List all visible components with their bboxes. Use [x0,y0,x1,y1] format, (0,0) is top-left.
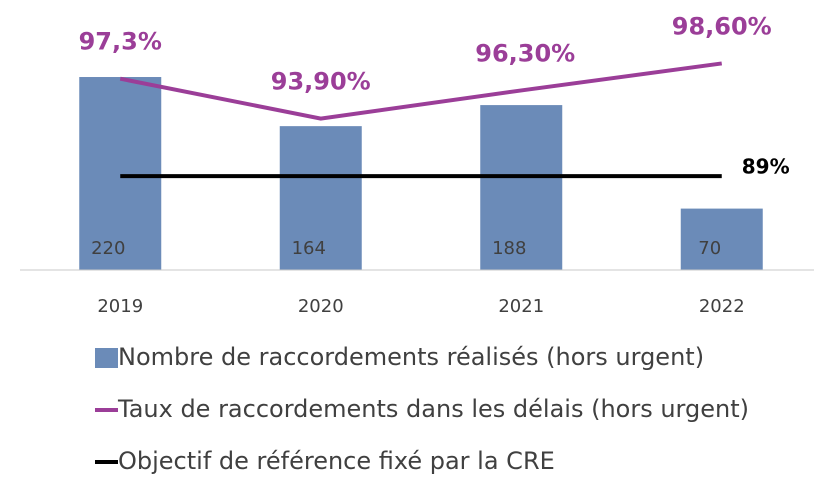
bar-value-label: 70 [698,238,721,259]
line-value-label: 96,30% [475,39,575,67]
legend-label: Objectif de référence fixé par la CRE [118,447,555,475]
line [119,61,723,121]
bar-value-label: 188 [492,238,526,259]
legend-label: Taux de raccordements dans les délais (h… [117,395,749,423]
bar [480,105,563,270]
bar-value-label: 220 [91,238,125,259]
bar [680,208,763,270]
line-value-label: 97,3% [79,28,162,56]
x-tick-label: 2020 [298,296,344,317]
bar [79,77,162,270]
line-value-label: 93,90% [271,68,371,96]
x-tick-label: 2022 [699,296,745,317]
bar-value-label: 164 [292,238,326,259]
line-end-label: 89% [742,155,790,179]
legend-label: Nombre de raccordements réalisés (hors u… [118,343,704,371]
legend-swatch [95,348,118,368]
x-tick-label: 2019 [97,296,143,317]
bar [279,126,362,270]
x-tick-label: 2021 [498,296,544,317]
line-value-label: 98,60% [672,12,772,40]
